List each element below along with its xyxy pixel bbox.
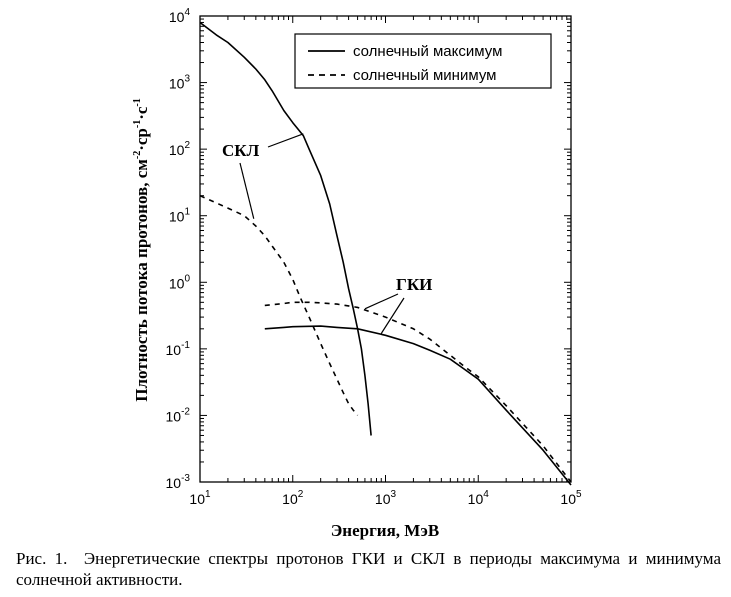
y-tick-label: 10-3 — [166, 473, 191, 491]
figure-caption: Рис. 1. Энергетические спектры протонов … — [16, 548, 721, 590]
series-line-gki-max — [264, 325, 572, 486]
x-tick-label: 103 — [375, 489, 397, 507]
annotation-gki-leader-max — [380, 297, 405, 334]
y-tick-label: 10-1 — [166, 340, 191, 358]
x-tick-label: 102 — [282, 489, 304, 507]
x-tick-label: 101 — [189, 489, 211, 507]
series-line-skl-max — [199, 21, 372, 436]
legend-label: солнечный минимум — [353, 67, 496, 84]
y-tick-label: 103 — [169, 74, 191, 92]
legend-box — [294, 33, 552, 89]
caption-text: Энергетические спектры протонов ГКИ и СК… — [16, 549, 721, 589]
y-tick-label: 104 — [169, 7, 191, 25]
annotation-skl-leader-max — [267, 133, 304, 148]
chart-svg: 101 102 103 104 105 10-3 10-2 10-1 100 101 102 103 1… — [132, 7, 582, 540]
y-tick-label: 101 — [169, 207, 191, 225]
x-tick-label: 104 — [468, 489, 490, 507]
caption-prefix: Рис. 1. — [16, 549, 68, 568]
x-axis-title: Энергия, МэВ — [331, 521, 439, 540]
legend-label: солнечный максимум — [353, 43, 502, 60]
annotation-gki: ГКИ — [396, 275, 432, 294]
y-tick-label: 10-2 — [166, 406, 191, 424]
annotation-gki-leader-min — [364, 293, 399, 310]
x-tick-label: 105 — [560, 489, 582, 507]
series-line-skl-min — [199, 194, 359, 416]
annotation-skl-leader-min — [239, 162, 255, 219]
series-line-gki-min — [264, 301, 572, 483]
y-tick-label: 100 — [169, 273, 191, 291]
y-axis-title: Плотность потока протонов, см-2·ср-1·с-1 — [132, 98, 151, 402]
annotation-skl: СКЛ — [222, 141, 260, 160]
y-tick-label: 102 — [169, 140, 191, 158]
